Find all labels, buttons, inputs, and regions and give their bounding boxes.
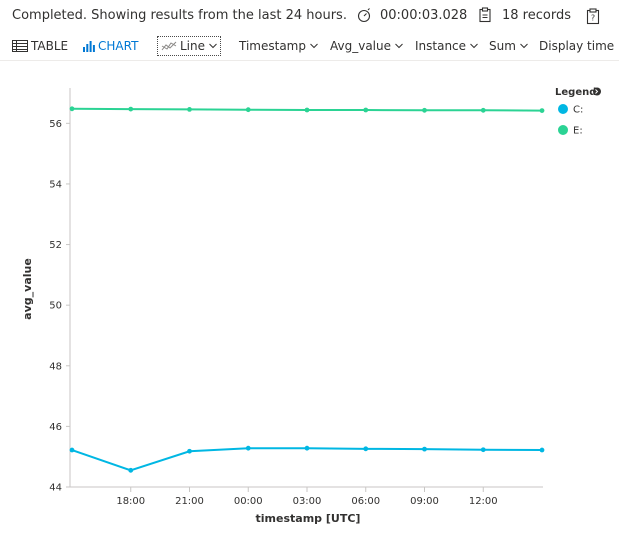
data-point[interactable] (128, 467, 134, 473)
legend-swatch (558, 125, 568, 135)
chevron-down-icon (395, 43, 403, 49)
display-time-dropdown[interactable]: Display time (539, 36, 614, 56)
chart-tab[interactable]: CHART (83, 36, 138, 56)
x-column-label: Timestamp (239, 39, 306, 53)
x-tick-label: 18:00 (116, 496, 145, 507)
data-point[interactable] (128, 106, 134, 112)
x-tick-label: 09:00 (410, 496, 439, 507)
data-point[interactable] (480, 447, 486, 453)
x-tick-label: 21:00 (175, 496, 204, 507)
y-axis-title: avg_value (21, 258, 34, 320)
duration-text: 00:00:03.028 (380, 7, 468, 23)
legend-item[interactable]: E: (558, 125, 583, 137)
x-tick-label: 00:00 (234, 496, 263, 507)
y-tick-label: 48 (49, 361, 62, 372)
table-tab-label: TABLE (31, 39, 69, 53)
series-line (71, 447, 543, 472)
x-axis-title: timestamp [UTC] (256, 512, 361, 525)
chevron-down-icon (209, 43, 217, 49)
chevron-down-icon (470, 43, 478, 49)
x-tick-label: 06:00 (351, 496, 380, 507)
chart-tab-label: CHART (98, 39, 139, 53)
display-time-label: Display time (539, 39, 615, 53)
table-tab[interactable]: TABLE (12, 36, 68, 56)
aggregation-dropdown[interactable]: Sum (489, 36, 528, 56)
results-toolbar: TABLE CHART Line Timestamp Avg_value Ins… (0, 32, 619, 61)
line-chart-icon (161, 41, 177, 51)
y-tick-label: 52 (49, 240, 62, 251)
data-point[interactable] (69, 106, 75, 112)
status-message: Completed. Showing results from the last… (12, 8, 347, 23)
legend-label: E: (573, 126, 583, 137)
legend-toggle-icon[interactable] (593, 87, 601, 96)
y-column-label: Avg_value (330, 39, 392, 53)
x-tick-label: 12:00 (469, 496, 498, 507)
y-tick-label: 54 (49, 179, 62, 190)
y-axis: 44 46 48 50 52 54 56 (49, 88, 71, 494)
x-tick-label: 03:00 (293, 496, 322, 507)
series-layer (69, 106, 545, 473)
data-point[interactable] (480, 107, 486, 113)
status-bar: Completed. Showing results from the last… (0, 0, 619, 32)
legend-swatch (558, 104, 568, 114)
data-point[interactable] (69, 447, 75, 453)
y-tick-label: 50 (49, 301, 62, 312)
records-text: 18 records (502, 7, 571, 23)
table-icon (12, 40, 28, 52)
y-tick-label: 44 (49, 483, 62, 494)
legend: Legend C: E: (555, 87, 601, 137)
query-duration: 00:00:03.028 (356, 7, 467, 23)
legend-item[interactable]: C: (558, 104, 583, 116)
data-point[interactable] (304, 445, 310, 451)
data-point[interactable] (304, 107, 310, 113)
data-point[interactable] (422, 446, 427, 452)
data-point[interactable] (187, 106, 192, 112)
aggregation-label: Sum (489, 39, 516, 53)
data-point[interactable] (539, 447, 545, 453)
x-column-dropdown[interactable]: Timestamp (239, 36, 318, 56)
data-point[interactable] (363, 107, 369, 113)
data-point[interactable] (539, 108, 545, 114)
legend-title: Legend (555, 87, 596, 98)
y-tick-label: 56 (49, 119, 62, 130)
data-point[interactable] (245, 445, 251, 451)
chart-type-label: Line (180, 39, 206, 53)
split-by-dropdown[interactable]: Instance (415, 36, 478, 56)
stopwatch-icon (357, 8, 371, 23)
legend-label: C: (573, 105, 583, 116)
series-e (69, 106, 545, 114)
series-c (69, 445, 545, 473)
clipboard-icon (479, 7, 491, 23)
data-point[interactable] (422, 107, 427, 113)
record-count: 18 records (478, 7, 571, 23)
chevron-down-icon (310, 43, 318, 49)
copy-button[interactable]: ? (586, 6, 600, 25)
data-point[interactable] (363, 446, 369, 452)
chart-type-dropdown[interactable]: Line (157, 36, 222, 56)
chevron-down-icon (520, 43, 528, 49)
bar-chart-icon (83, 41, 95, 52)
clipboard-copy-icon: ? (586, 8, 600, 25)
data-point[interactable] (187, 448, 192, 454)
data-point[interactable] (245, 107, 251, 113)
x-axis: 18:00 21:00 00:00 03:00 06:00 09:00 12:00 (70, 486, 543, 507)
y-column-dropdown[interactable]: Avg_value (330, 36, 403, 56)
split-by-label: Instance (415, 39, 467, 53)
y-tick-label: 46 (49, 422, 62, 433)
line-chart: 44 46 48 50 52 54 56 18:00 21:00 00:00 03:00 06:00… (21, 87, 601, 525)
svg-text:?: ? (591, 14, 595, 23)
